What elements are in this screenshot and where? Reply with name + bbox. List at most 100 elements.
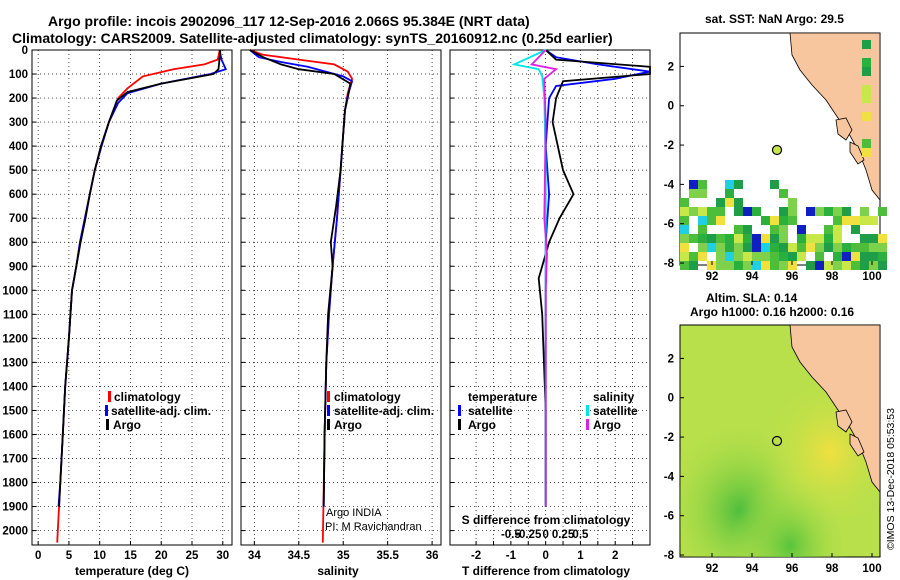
sst-cell xyxy=(734,180,743,189)
sst-cell xyxy=(797,234,806,243)
x2tick-label-0.5: 0.5 xyxy=(572,529,589,541)
xtick-label-35.5: 35.5 xyxy=(376,550,399,562)
x2tick-label--0.25: -0.25 xyxy=(515,529,542,541)
diff-legend-swatch-s-satellite xyxy=(586,405,589,416)
sst-cell xyxy=(743,234,752,243)
sst-cell xyxy=(869,252,878,261)
sst-cell xyxy=(689,180,698,189)
sst-title: sat. SST: NaN Argo: 29.5 xyxy=(705,12,844,26)
sst-cell xyxy=(725,261,734,270)
sst-cell xyxy=(862,85,871,94)
sla-map: 92 94 96 98 100 2 0 -2 -4 -6 -8 xyxy=(664,324,882,575)
pressure-tick-100: 100 xyxy=(9,69,28,81)
sst-cell xyxy=(851,216,860,225)
diff-legend-t-satellite: satellite xyxy=(468,404,513,418)
sst-cell xyxy=(734,243,743,252)
sst-cell xyxy=(860,207,869,216)
xtick-label-35: 35 xyxy=(337,550,350,562)
sst-cell xyxy=(860,216,869,225)
pressure-tick-1700: 1700 xyxy=(2,453,28,465)
map-xtick-98: 98 xyxy=(826,563,839,575)
sst-cell xyxy=(689,189,698,198)
pressure-tick-800: 800 xyxy=(9,237,28,249)
sst-cell xyxy=(680,198,689,207)
sla-map-island-2 xyxy=(849,433,865,457)
map-ytick--8: -8 xyxy=(664,258,675,270)
sst-cell xyxy=(743,225,752,234)
sst-cell xyxy=(815,234,824,243)
sst-cell xyxy=(833,216,842,225)
sst-cell xyxy=(680,216,689,225)
sst-cell xyxy=(752,261,761,270)
sst-cell xyxy=(698,189,707,198)
xtick-label-15: 15 xyxy=(124,550,137,562)
sst-cell xyxy=(806,234,815,243)
salinity-series xyxy=(249,49,354,543)
sst-cell xyxy=(833,252,842,261)
sst-cell xyxy=(743,261,752,270)
sst-cell xyxy=(680,225,689,234)
sst-cell xyxy=(878,207,887,216)
sst-cell xyxy=(680,207,689,216)
map-ytick-0: 0 xyxy=(668,393,674,405)
diff-legend-swatch-t-argo xyxy=(458,419,461,430)
sst-cell xyxy=(707,243,716,252)
sla-subtitle: Argo h1000: 0.16 h2000: 0.16 xyxy=(690,305,855,319)
sst-cell xyxy=(725,198,734,207)
sst-cell xyxy=(806,261,815,270)
sst-cell xyxy=(734,252,743,261)
imos-credit: ©IMOS 13-Dec-2018 05:53:53 xyxy=(885,408,897,550)
sst-cell xyxy=(761,234,770,243)
map-ytick-0: 0 xyxy=(668,101,674,113)
sst-cell xyxy=(707,216,716,225)
pressure-tick-1100: 1100 xyxy=(3,309,28,321)
map-xtick-92: 92 xyxy=(706,271,719,283)
sst-cell xyxy=(878,261,887,270)
temperature-series xyxy=(56,49,228,543)
sst-cell xyxy=(716,252,725,261)
sst-cell xyxy=(878,243,887,252)
sst-cell xyxy=(770,225,779,234)
s-difference-axis-label: S difference from climatology xyxy=(462,513,631,527)
sst-cell xyxy=(833,207,842,216)
map-ytick--4: -4 xyxy=(664,471,675,483)
sst-cell xyxy=(680,252,689,261)
pressure-tick-200: 200 xyxy=(9,93,28,105)
difference-panel-frame xyxy=(449,49,651,546)
pressure-tick-1200: 1200 xyxy=(2,333,28,345)
legend-argo: Argo xyxy=(113,418,141,432)
sst-cell xyxy=(815,261,824,270)
salinity-panel-frame xyxy=(240,49,442,546)
sst-cell xyxy=(788,216,797,225)
diff-legend-temperature-title: temperature xyxy=(468,390,538,404)
temperature-tick-labels: 0 5 10 15 20 25 30 xyxy=(35,550,229,562)
sst-cell xyxy=(788,252,797,261)
pressure-tick-labels: 0 100 200 300 400 500 600 700 800 900 1000 1100 1200… xyxy=(2,45,28,538)
xtick-label--1: -1 xyxy=(506,550,517,562)
sst-cell xyxy=(752,234,761,243)
sst-cell xyxy=(698,207,707,216)
xtick-label-34: 34 xyxy=(248,550,261,562)
sal-legend-swatch-satellite xyxy=(327,405,330,416)
legend-satellite-adj: satellite-adj. clim. xyxy=(111,404,211,418)
sst-cell xyxy=(842,216,851,225)
sst-cell xyxy=(842,252,851,261)
sst-cell xyxy=(860,234,869,243)
sst-cell xyxy=(815,207,824,216)
salinity-legend: climatology satellite-adj. clim. Argo Ar… xyxy=(325,390,434,533)
map-ytick-2: 2 xyxy=(668,61,674,73)
diff-legend-swatch-t-satellite xyxy=(458,405,461,416)
sst-cell xyxy=(689,252,698,261)
sla-title: Altim. SLA: 0.14 xyxy=(706,291,798,305)
sst-cell xyxy=(797,225,806,234)
sst-cell xyxy=(716,216,725,225)
diff-legend-t-argo: Argo xyxy=(468,418,496,432)
sst-cell xyxy=(680,261,689,270)
series-argo xyxy=(249,49,352,507)
sst-cell xyxy=(862,148,871,157)
sst-cell xyxy=(788,261,797,270)
difference-tick-labels: -2 -1 0 1 2 xyxy=(471,550,618,562)
sst-cell xyxy=(833,225,842,234)
sst-cell xyxy=(725,180,734,189)
legend-swatch-climatology xyxy=(108,391,111,402)
